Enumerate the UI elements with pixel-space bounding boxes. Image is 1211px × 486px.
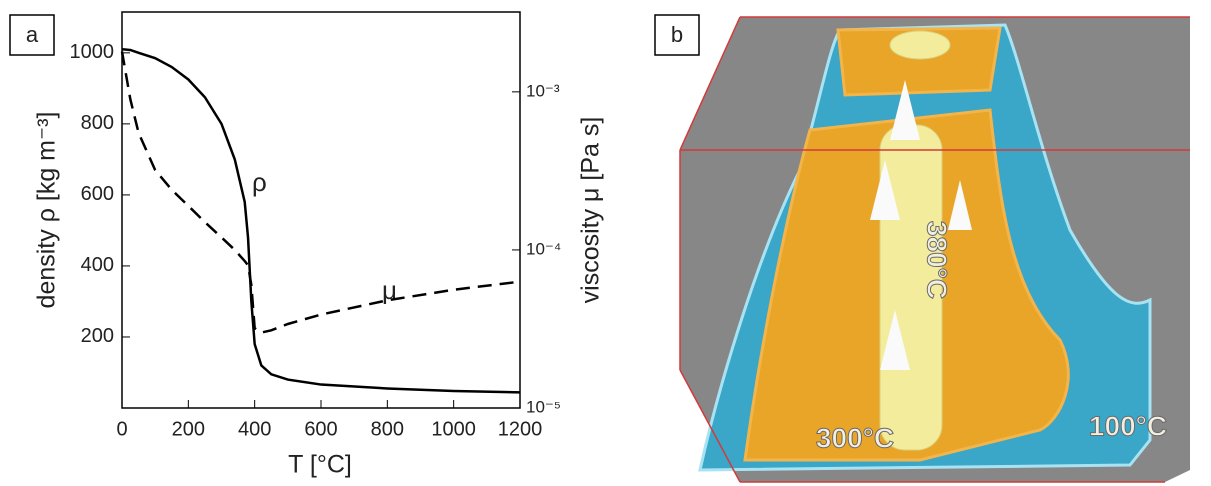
y-tick-label: 400 [81, 254, 114, 276]
temperature-label: 380°C [922, 221, 953, 299]
plot-frame [121, 11, 521, 409]
x-tick-label: 400 [238, 418, 271, 440]
flow-arrow [948, 180, 972, 230]
annotation: μ [382, 275, 397, 305]
panel-label: b [671, 22, 683, 47]
y2-tick-label: 10⁻³ [526, 81, 560, 100]
flow-arrow [890, 80, 920, 140]
x-axis-label: T [°C] [288, 451, 352, 479]
box-edge [679, 369, 741, 483]
simulation-render [679, 16, 1190, 483]
y-tick-label: 800 [81, 112, 114, 134]
y-tick-label: 600 [81, 183, 114, 205]
panel-label-box [654, 14, 700, 56]
data-line [120, 51, 521, 334]
y2-tick-label: 10⁻⁵ [526, 397, 561, 416]
panel-label-box [9, 14, 55, 56]
temperature-label: 100°C [1089, 410, 1167, 441]
x-tick-label: 1200 [498, 418, 543, 440]
y2-tick-label: 10⁻⁴ [526, 239, 561, 258]
y-tick-label: 200 [81, 325, 114, 347]
x-tick-label: 0 [116, 418, 127, 440]
data-line [121, 48, 521, 394]
annotation: ρ [252, 167, 267, 197]
flow-arrow [880, 310, 910, 370]
isosurface-300-top [836, 26, 1002, 97]
y-tick-label: 1000 [70, 41, 115, 63]
panel-label: a [26, 22, 39, 47]
box-edge [679, 16, 741, 151]
temperature-label: 300°C [816, 422, 894, 453]
x-tick-label: 600 [304, 418, 337, 440]
flow-arrow [870, 160, 900, 220]
x-tick-label: 800 [371, 418, 404, 440]
x-tick-label: 1000 [431, 418, 476, 440]
x-tick-label: 200 [172, 418, 205, 440]
y-axis-label: density ρ [kg m⁻³] [33, 112, 61, 309]
isosurface-380-top [889, 30, 951, 60]
y2-axis-label: viscosity μ [Pa s] [577, 117, 605, 304]
